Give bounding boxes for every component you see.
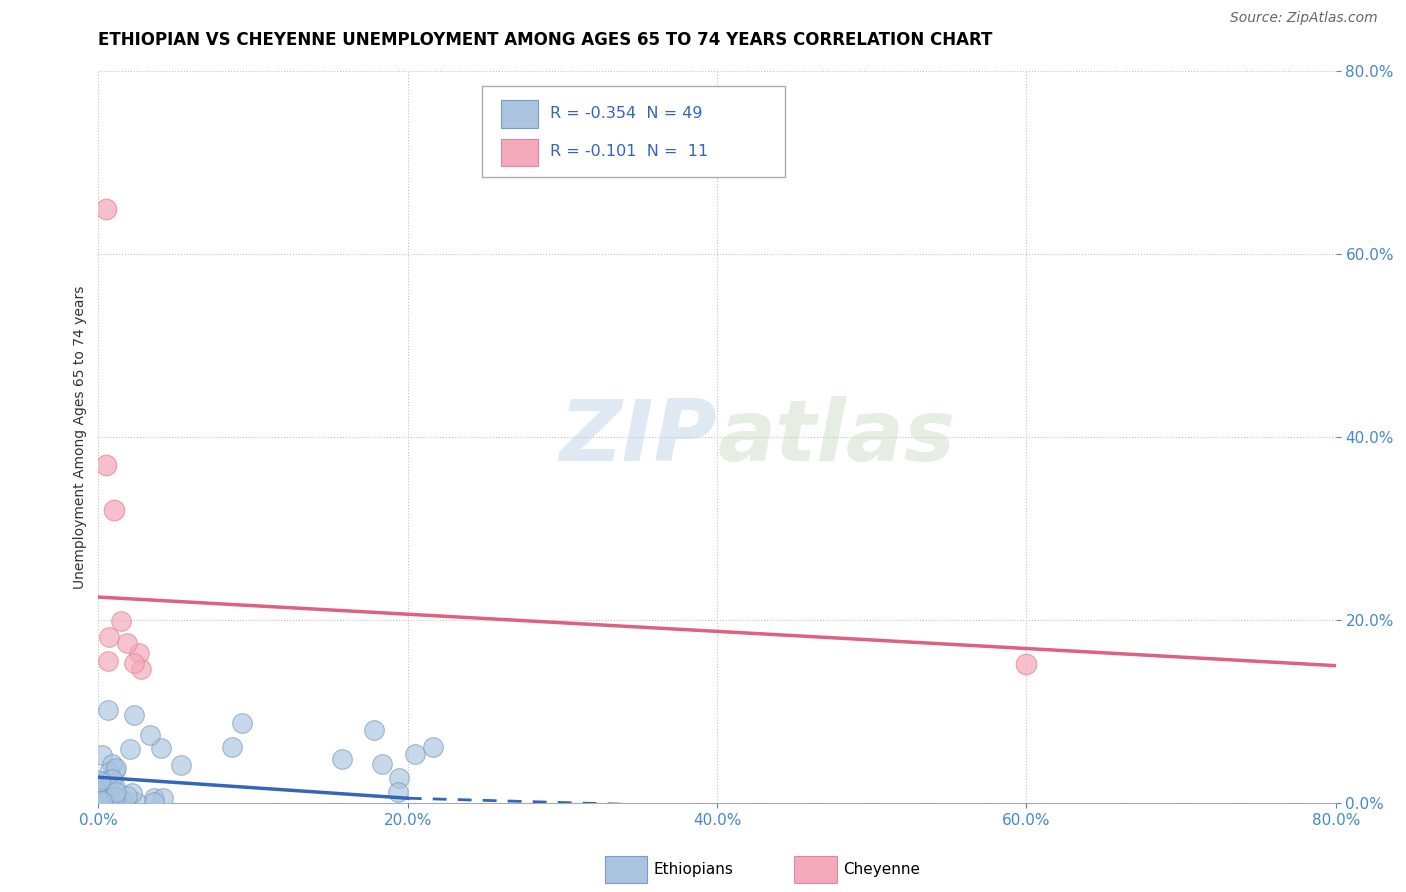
Point <box>387 785 409 799</box>
Point <box>90 788 112 802</box>
Point <box>101 772 124 786</box>
Point <box>89 791 111 805</box>
Point <box>91 791 114 805</box>
Text: ZIP: ZIP <box>560 395 717 479</box>
Point <box>1015 657 1038 671</box>
Point <box>101 757 124 772</box>
Point <box>96 773 118 788</box>
Point <box>388 771 411 785</box>
Bar <box>501 100 537 128</box>
Point <box>111 794 134 808</box>
Point <box>110 614 132 628</box>
Point <box>89 786 111 800</box>
Point <box>142 795 165 809</box>
Point <box>103 503 125 517</box>
Point <box>122 708 145 723</box>
Point <box>91 747 114 762</box>
Point <box>330 752 353 766</box>
Point <box>104 761 127 775</box>
Point <box>128 646 150 660</box>
Point <box>97 764 120 779</box>
Text: Ethiopians: Ethiopians <box>654 863 734 877</box>
Point <box>170 757 193 772</box>
Point <box>90 795 112 809</box>
Point <box>94 793 117 807</box>
Point <box>120 742 142 756</box>
Point <box>94 775 117 789</box>
Point <box>404 747 426 762</box>
Point <box>231 716 253 731</box>
Point <box>97 703 120 717</box>
Point <box>91 785 114 799</box>
Point <box>89 773 111 788</box>
Point <box>96 202 118 216</box>
Point <box>104 789 127 804</box>
Point <box>363 723 385 737</box>
Point <box>104 780 127 794</box>
Point <box>122 657 145 671</box>
Point <box>90 794 112 808</box>
Point <box>115 635 138 649</box>
Point <box>97 654 120 668</box>
Point <box>97 630 120 644</box>
Point <box>371 756 394 771</box>
Text: R = -0.101  N =  11: R = -0.101 N = 11 <box>550 145 709 160</box>
Point <box>149 740 172 755</box>
Point <box>90 794 112 808</box>
Text: atlas: atlas <box>717 395 955 479</box>
Point <box>221 739 243 754</box>
Point <box>125 795 148 809</box>
Point <box>115 789 138 803</box>
Point <box>96 458 118 472</box>
Text: ETHIOPIAN VS CHEYENNE UNEMPLOYMENT AMONG AGES 65 TO 74 YEARS CORRELATION CHART: ETHIOPIAN VS CHEYENNE UNEMPLOYMENT AMONG… <box>98 31 993 49</box>
Point <box>91 793 114 807</box>
Point <box>96 795 118 809</box>
Point <box>104 763 127 777</box>
Bar <box>501 138 537 167</box>
Point <box>87 780 110 795</box>
Text: Cheyenne: Cheyenne <box>844 863 921 877</box>
Text: Source: ZipAtlas.com: Source: ZipAtlas.com <box>1230 11 1378 25</box>
Point <box>104 785 127 799</box>
Point <box>143 790 166 805</box>
Point <box>152 790 174 805</box>
Point <box>422 739 444 754</box>
Text: R = -0.354  N = 49: R = -0.354 N = 49 <box>550 105 703 120</box>
Point <box>94 783 117 797</box>
FancyBboxPatch shape <box>482 86 785 178</box>
Point <box>110 791 132 805</box>
Point <box>139 728 162 742</box>
Point <box>121 786 143 800</box>
Point <box>129 662 152 676</box>
Point <box>98 790 121 805</box>
Y-axis label: Unemployment Among Ages 65 to 74 years: Unemployment Among Ages 65 to 74 years <box>73 285 87 589</box>
